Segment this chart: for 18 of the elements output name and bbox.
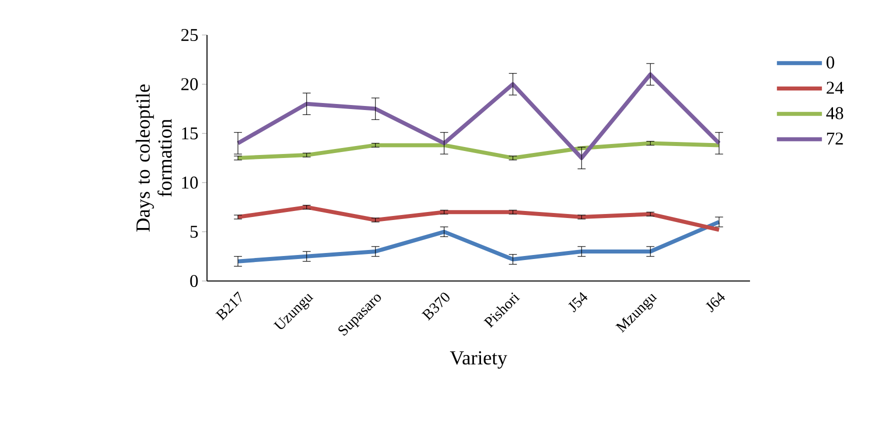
line-series: [236, 205, 722, 232]
y-tick-label: 15: [182, 127, 198, 140]
x-axis-title: Variety: [450, 351, 508, 369]
line-series: [236, 220, 722, 264]
y-tick-label: 20: [181, 78, 198, 90]
line-series: [236, 72, 722, 160]
legend-label: 0: [826, 56, 834, 69]
y-axis-title: Days to coleoptile formation: [136, 84, 172, 232]
legend-label: 72: [827, 132, 843, 144]
line-series: [236, 141, 722, 160]
y-tick-label: 5: [190, 226, 198, 238]
y-tick-label: 10: [182, 176, 198, 189]
y-tick-label: 0: [190, 274, 198, 288]
legend-label: 48: [826, 107, 844, 120]
x-tick-label: J64: [706, 292, 725, 312]
x-tick-label: J54: [568, 292, 588, 312]
y-tick-label: 25: [181, 28, 198, 42]
legend-label: 24: [826, 82, 844, 94]
